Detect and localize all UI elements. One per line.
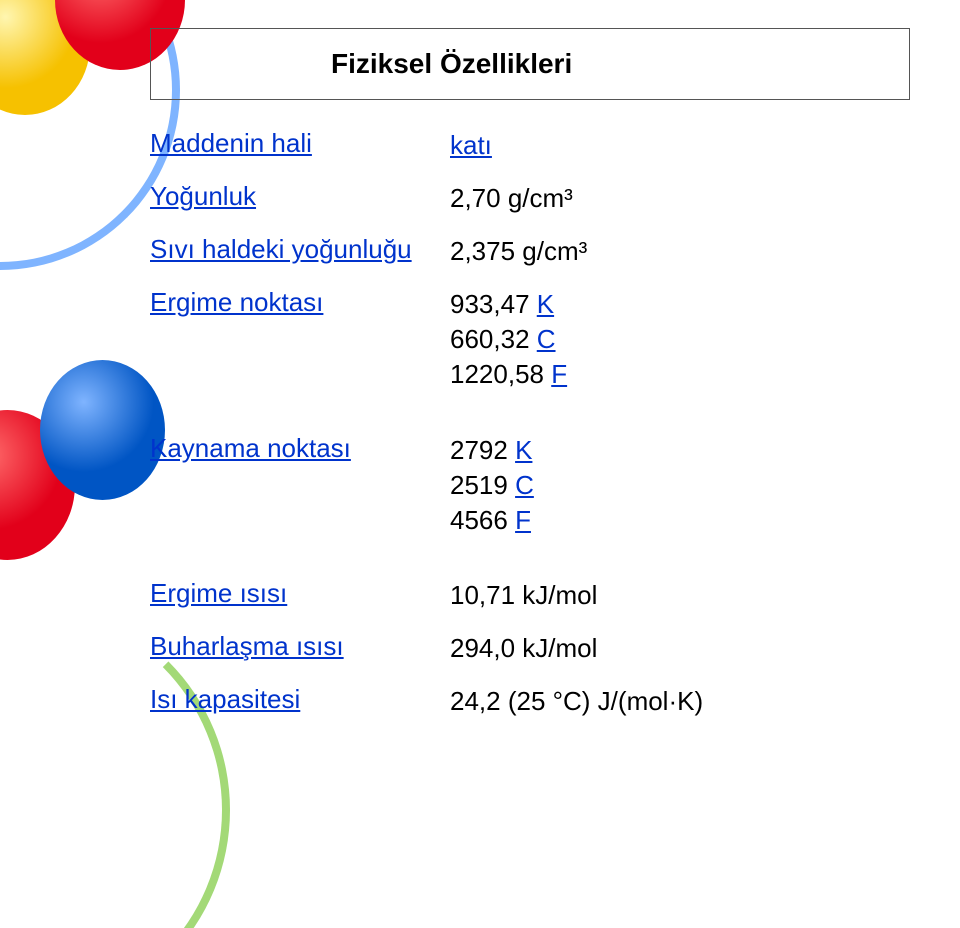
property-value: 2,70 g/cm³ xyxy=(450,181,573,216)
property-value: 10,71 kJ/mol xyxy=(450,578,597,613)
properties-panel: Fiziksel Özellikleri Maddenin halikatıYo… xyxy=(150,28,910,737)
property-row: Sıvı haldeki yoğunluğu2,375 g/cm³ xyxy=(150,234,910,269)
property-value: 933,47 K660,32 C1220,58 F xyxy=(450,287,567,392)
section-title-text: Fiziksel Özellikleri xyxy=(331,48,572,80)
property-row: Ergime ısısı10,71 kJ/mol xyxy=(150,578,910,613)
property-label: Buharlaşma ısısı xyxy=(150,631,450,662)
property-value: 2792 K2519 C4566 F xyxy=(450,433,534,538)
section-title: Fiziksel Özellikleri xyxy=(150,28,910,100)
properties-rows: Maddenin halikatıYoğunluk2,70 g/cm³Sıvı … xyxy=(150,128,910,719)
property-row: Buharlaşma ısısı294,0 kJ/mol xyxy=(150,631,910,666)
property-row: Ergime noktası933,47 K660,32 C1220,58 F xyxy=(150,287,910,392)
property-row: Isı kapasitesi24,2 (25 °C) J/(mol·K) xyxy=(150,684,910,719)
property-label: Maddenin hali xyxy=(150,128,450,159)
property-label: Ergime noktası xyxy=(150,287,450,318)
property-row: Yoğunluk2,70 g/cm³ xyxy=(150,181,910,216)
property-value: katı xyxy=(450,128,492,163)
property-row: Kaynama noktası2792 K2519 C4566 F xyxy=(150,433,910,538)
property-row: Maddenin halikatı xyxy=(150,128,910,163)
property-label: Kaynama noktası xyxy=(150,433,450,464)
property-value: 24,2 (25 °C) J/(mol·K) xyxy=(450,684,703,719)
property-label: Sıvı haldeki yoğunluğu xyxy=(150,234,450,265)
property-value: 2,375 g/cm³ xyxy=(450,234,587,269)
balloon-decor xyxy=(40,360,165,500)
property-label: Ergime ısısı xyxy=(150,578,450,609)
property-label: Isı kapasitesi xyxy=(150,684,450,715)
property-value: 294,0 kJ/mol xyxy=(450,631,597,666)
property-label: Yoğunluk xyxy=(150,181,450,212)
